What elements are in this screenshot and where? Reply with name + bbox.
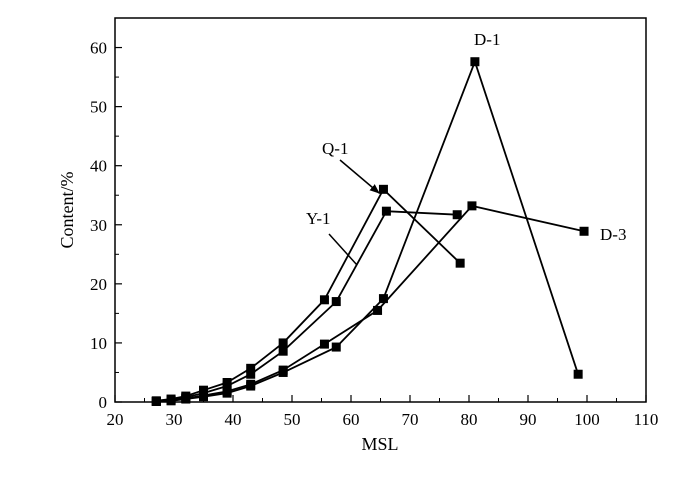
x-tick-label: 30 — [166, 410, 183, 429]
data-point-q-1 — [319, 295, 329, 305]
y-tick-label: 30 — [90, 216, 107, 235]
y-tick-label: 20 — [90, 275, 107, 294]
data-point-d-3 — [373, 305, 383, 315]
data-point-d-1 — [470, 57, 480, 67]
plot-frame — [114, 17, 647, 403]
data-point-d-1 — [331, 342, 341, 352]
series-label-d-3: D-3 — [600, 225, 626, 244]
x-tick-label: 80 — [461, 410, 478, 429]
data-point-y-1 — [331, 297, 341, 307]
x-tick-label: 110 — [634, 410, 659, 429]
data-point-d-3 — [181, 393, 191, 403]
x-tick-label: 70 — [402, 410, 419, 429]
series-line-d-3 — [156, 204, 585, 403]
x-tick-label: 100 — [574, 410, 600, 429]
data-point-y-1 — [246, 369, 256, 379]
data-point-y-1 — [381, 206, 391, 216]
data-point-d-3 — [151, 396, 161, 406]
x-tick-label: 20 — [107, 410, 124, 429]
data-point-d-1 — [573, 369, 583, 379]
data-point-y-1 — [452, 210, 462, 220]
y-tick-label: 0 — [99, 393, 108, 412]
y-tick-label: 40 — [90, 157, 107, 176]
series-leader-q-1 — [339, 159, 380, 194]
data-point-d-1 — [378, 294, 388, 304]
y-tick-label: 50 — [90, 98, 107, 117]
data-point-d-3 — [319, 339, 329, 349]
series-line-d-1 — [156, 59, 579, 403]
y-tick-label: 10 — [90, 334, 107, 353]
y-axis-title: Content/% — [57, 172, 77, 249]
data-point-d-3 — [222, 386, 232, 396]
data-point-q-1 — [246, 363, 256, 373]
data-point-d-3 — [246, 379, 256, 389]
x-tick-label: 40 — [225, 410, 242, 429]
data-point-q-1 — [278, 338, 288, 348]
data-point-d-3 — [579, 226, 589, 236]
data-point-y-1 — [278, 346, 288, 356]
series-label-d-1: D-1 — [474, 30, 500, 49]
data-point-d-3 — [467, 201, 477, 211]
series-label-y-1: Y-1 — [306, 209, 331, 228]
x-tick-label: 90 — [520, 410, 537, 429]
data-point-q-1 — [455, 258, 465, 268]
data-point-d-3 — [199, 391, 208, 401]
x-tick-label: 60 — [343, 410, 360, 429]
series-line-q-1 — [156, 187, 461, 402]
data-point-q-1 — [378, 184, 388, 194]
y-tick-label: 60 — [90, 39, 107, 58]
x-tick-label: 50 — [284, 410, 301, 429]
data-point-y-1 — [222, 381, 232, 391]
series-label-q-1: Q-1 — [322, 139, 348, 158]
data-point-d-3 — [278, 365, 288, 375]
series-leader-y-1 — [328, 233, 358, 266]
series-line-y-1 — [156, 210, 458, 403]
x-axis-title: MSL — [361, 434, 398, 454]
data-point-d-3 — [166, 395, 176, 405]
